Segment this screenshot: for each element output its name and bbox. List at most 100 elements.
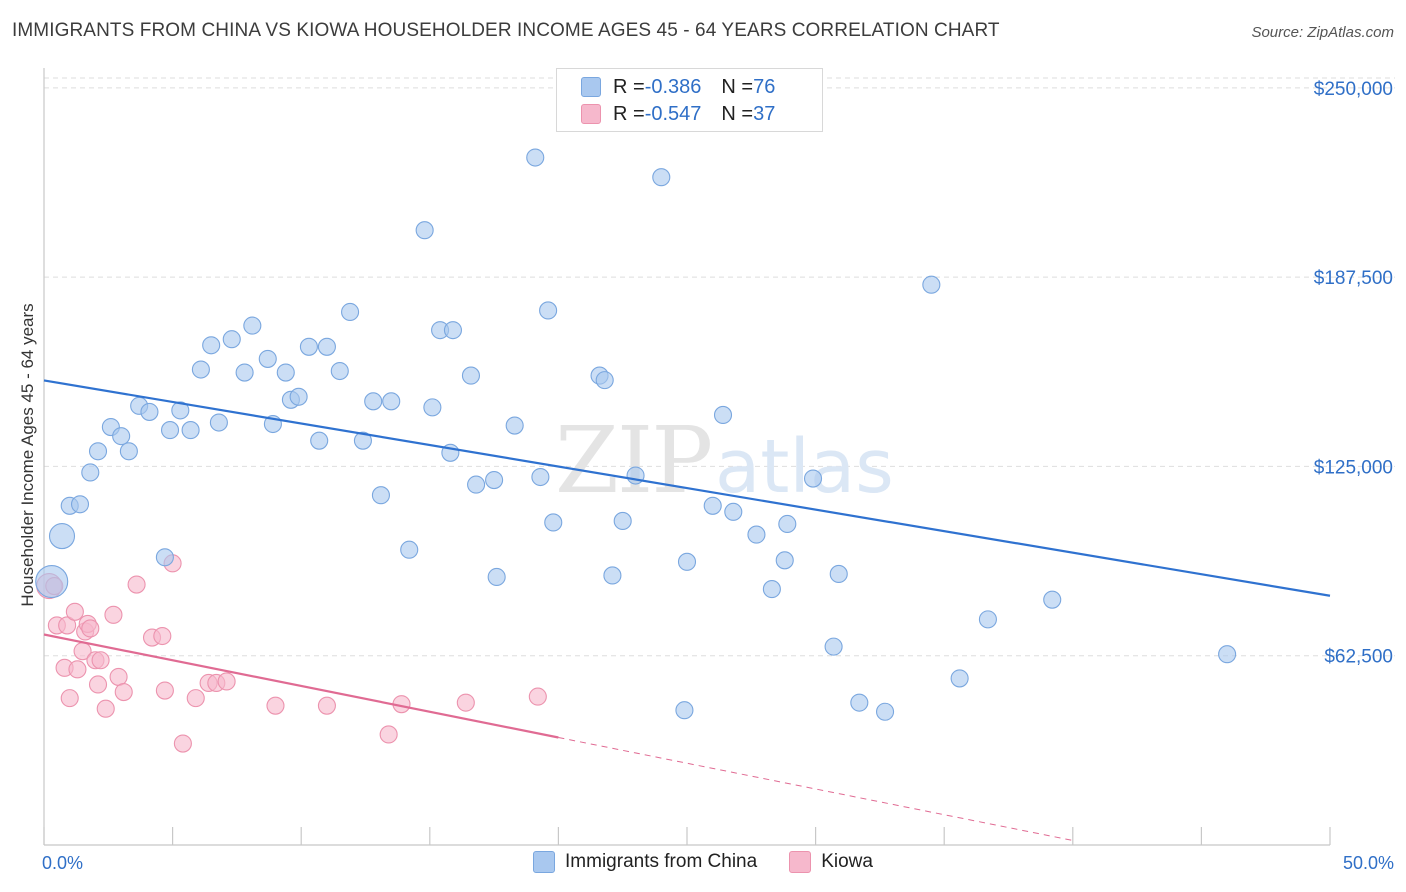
china-point <box>1043 590 1062 609</box>
china-point <box>191 360 210 379</box>
kiowa-point <box>173 734 192 753</box>
y-tick-label: $62,500 <box>1324 647 1393 668</box>
watermark-zip: ZIP <box>555 407 711 514</box>
y-tick-labels: $62,500 $125,000 $187,500 $250,000 <box>1314 79 1393 668</box>
china-point <box>276 363 295 382</box>
china-point <box>364 392 383 411</box>
bottom-legend-swatch-china <box>533 851 556 873</box>
china-point <box>415 221 434 240</box>
legend-r-value: -0.386 <box>644 75 702 98</box>
kiowa-trend-extension <box>558 736 1073 841</box>
x-tick-label-max: 50.0% <box>1342 853 1394 873</box>
kiowa-point <box>317 696 336 715</box>
china-point <box>181 421 200 440</box>
kiowa-point <box>153 626 172 646</box>
kiowa-point <box>528 687 547 706</box>
bottom-legend-label-china: Immigrants from China <box>565 851 758 872</box>
china-point <box>526 148 545 167</box>
kiowa-point <box>65 602 84 621</box>
china-point <box>171 401 190 420</box>
china-point <box>803 469 823 488</box>
china-point <box>202 336 221 355</box>
china-point <box>382 392 401 411</box>
china-point <box>140 402 159 421</box>
china-point <box>317 337 336 356</box>
china-point <box>88 442 108 461</box>
china-point <box>299 337 318 356</box>
bottom-legend-china[interactable]: Immigrants from China <box>533 851 757 873</box>
china-point <box>922 275 941 294</box>
watermark-atlas: atlas <box>715 424 894 510</box>
china-point <box>703 496 722 515</box>
axes <box>43 68 1331 846</box>
y-tick-label: $187,500 <box>1314 268 1393 289</box>
kiowa-point <box>114 683 133 702</box>
legend-swatch-kiowa <box>581 104 601 124</box>
legend-swatch-china <box>581 77 601 97</box>
legend-r-label: R = <box>613 75 645 98</box>
kiowa-point <box>155 681 174 700</box>
china-point <box>747 525 766 544</box>
kiowa-point <box>186 689 205 708</box>
y-tick-label: $250,000 <box>1314 79 1393 100</box>
chart-title: IMMIGRANTS FROM CHINA VS KIOWA HOUSEHOLD… <box>12 20 1000 41</box>
y-axis-label: Householder Income Ages 45 - 64 years <box>18 303 37 607</box>
china-point <box>675 701 694 720</box>
china-point <box>485 471 504 490</box>
china-point <box>613 511 632 530</box>
china-point <box>371 486 390 505</box>
china-point <box>400 540 419 559</box>
legend-n-value: 76 <box>753 75 776 98</box>
kiowa-point <box>266 696 285 715</box>
kiowa-point <box>104 605 123 624</box>
trend-lines <box>43 379 1331 841</box>
china-point <box>35 564 69 599</box>
legend-row-china: R = -0.386 N = 76 <box>581 74 775 100</box>
china-point <box>531 467 550 487</box>
legend-r-label: R = <box>613 102 645 125</box>
bottom-legend-label-kiowa: Kiowa <box>821 851 873 872</box>
y-tick-label: $125,000 <box>1314 457 1393 478</box>
china-point <box>222 330 241 349</box>
china-point <box>119 442 138 461</box>
china-point <box>289 387 308 406</box>
bottom-legend-swatch-kiowa <box>789 851 812 873</box>
kiowa-point <box>88 675 108 694</box>
kiowa-trend-line <box>43 633 559 739</box>
china-point <box>443 321 462 340</box>
kiowa-point <box>60 689 79 708</box>
kiowa-point <box>91 651 110 670</box>
kiowa-point <box>58 616 77 635</box>
china-point <box>829 564 848 583</box>
legend-n-label: N = <box>721 75 754 98</box>
china-point <box>461 366 481 385</box>
china-point <box>677 552 697 571</box>
china-point <box>423 398 442 417</box>
china-point <box>775 551 794 570</box>
china-point <box>112 427 131 446</box>
kiowa-point <box>127 575 146 594</box>
kiowa-point <box>81 619 100 638</box>
china-point <box>875 702 895 721</box>
china-point <box>81 463 100 482</box>
legend-box: R = -0.386 N = 76 R = -0.547 N = 37 <box>556 68 823 132</box>
legend-r-value: -0.547 <box>644 102 702 125</box>
kiowa-point <box>109 667 128 686</box>
china-point <box>341 302 360 322</box>
china-point <box>487 567 506 587</box>
bottom-legend-kiowa[interactable]: Kiowa <box>789 851 873 873</box>
china-point <box>70 495 90 514</box>
bottom-legend: Immigrants from China Kiowa <box>0 851 1406 873</box>
china-point <box>778 514 797 534</box>
china-point <box>603 566 622 585</box>
china-point <box>850 693 869 712</box>
kiowa-point <box>456 693 475 712</box>
china-point <box>243 316 262 335</box>
china-point <box>235 363 254 382</box>
china-point <box>209 413 228 432</box>
china-point <box>330 361 349 381</box>
china-point <box>467 475 486 494</box>
china-point <box>595 371 614 390</box>
china-trend-line <box>43 379 1331 597</box>
